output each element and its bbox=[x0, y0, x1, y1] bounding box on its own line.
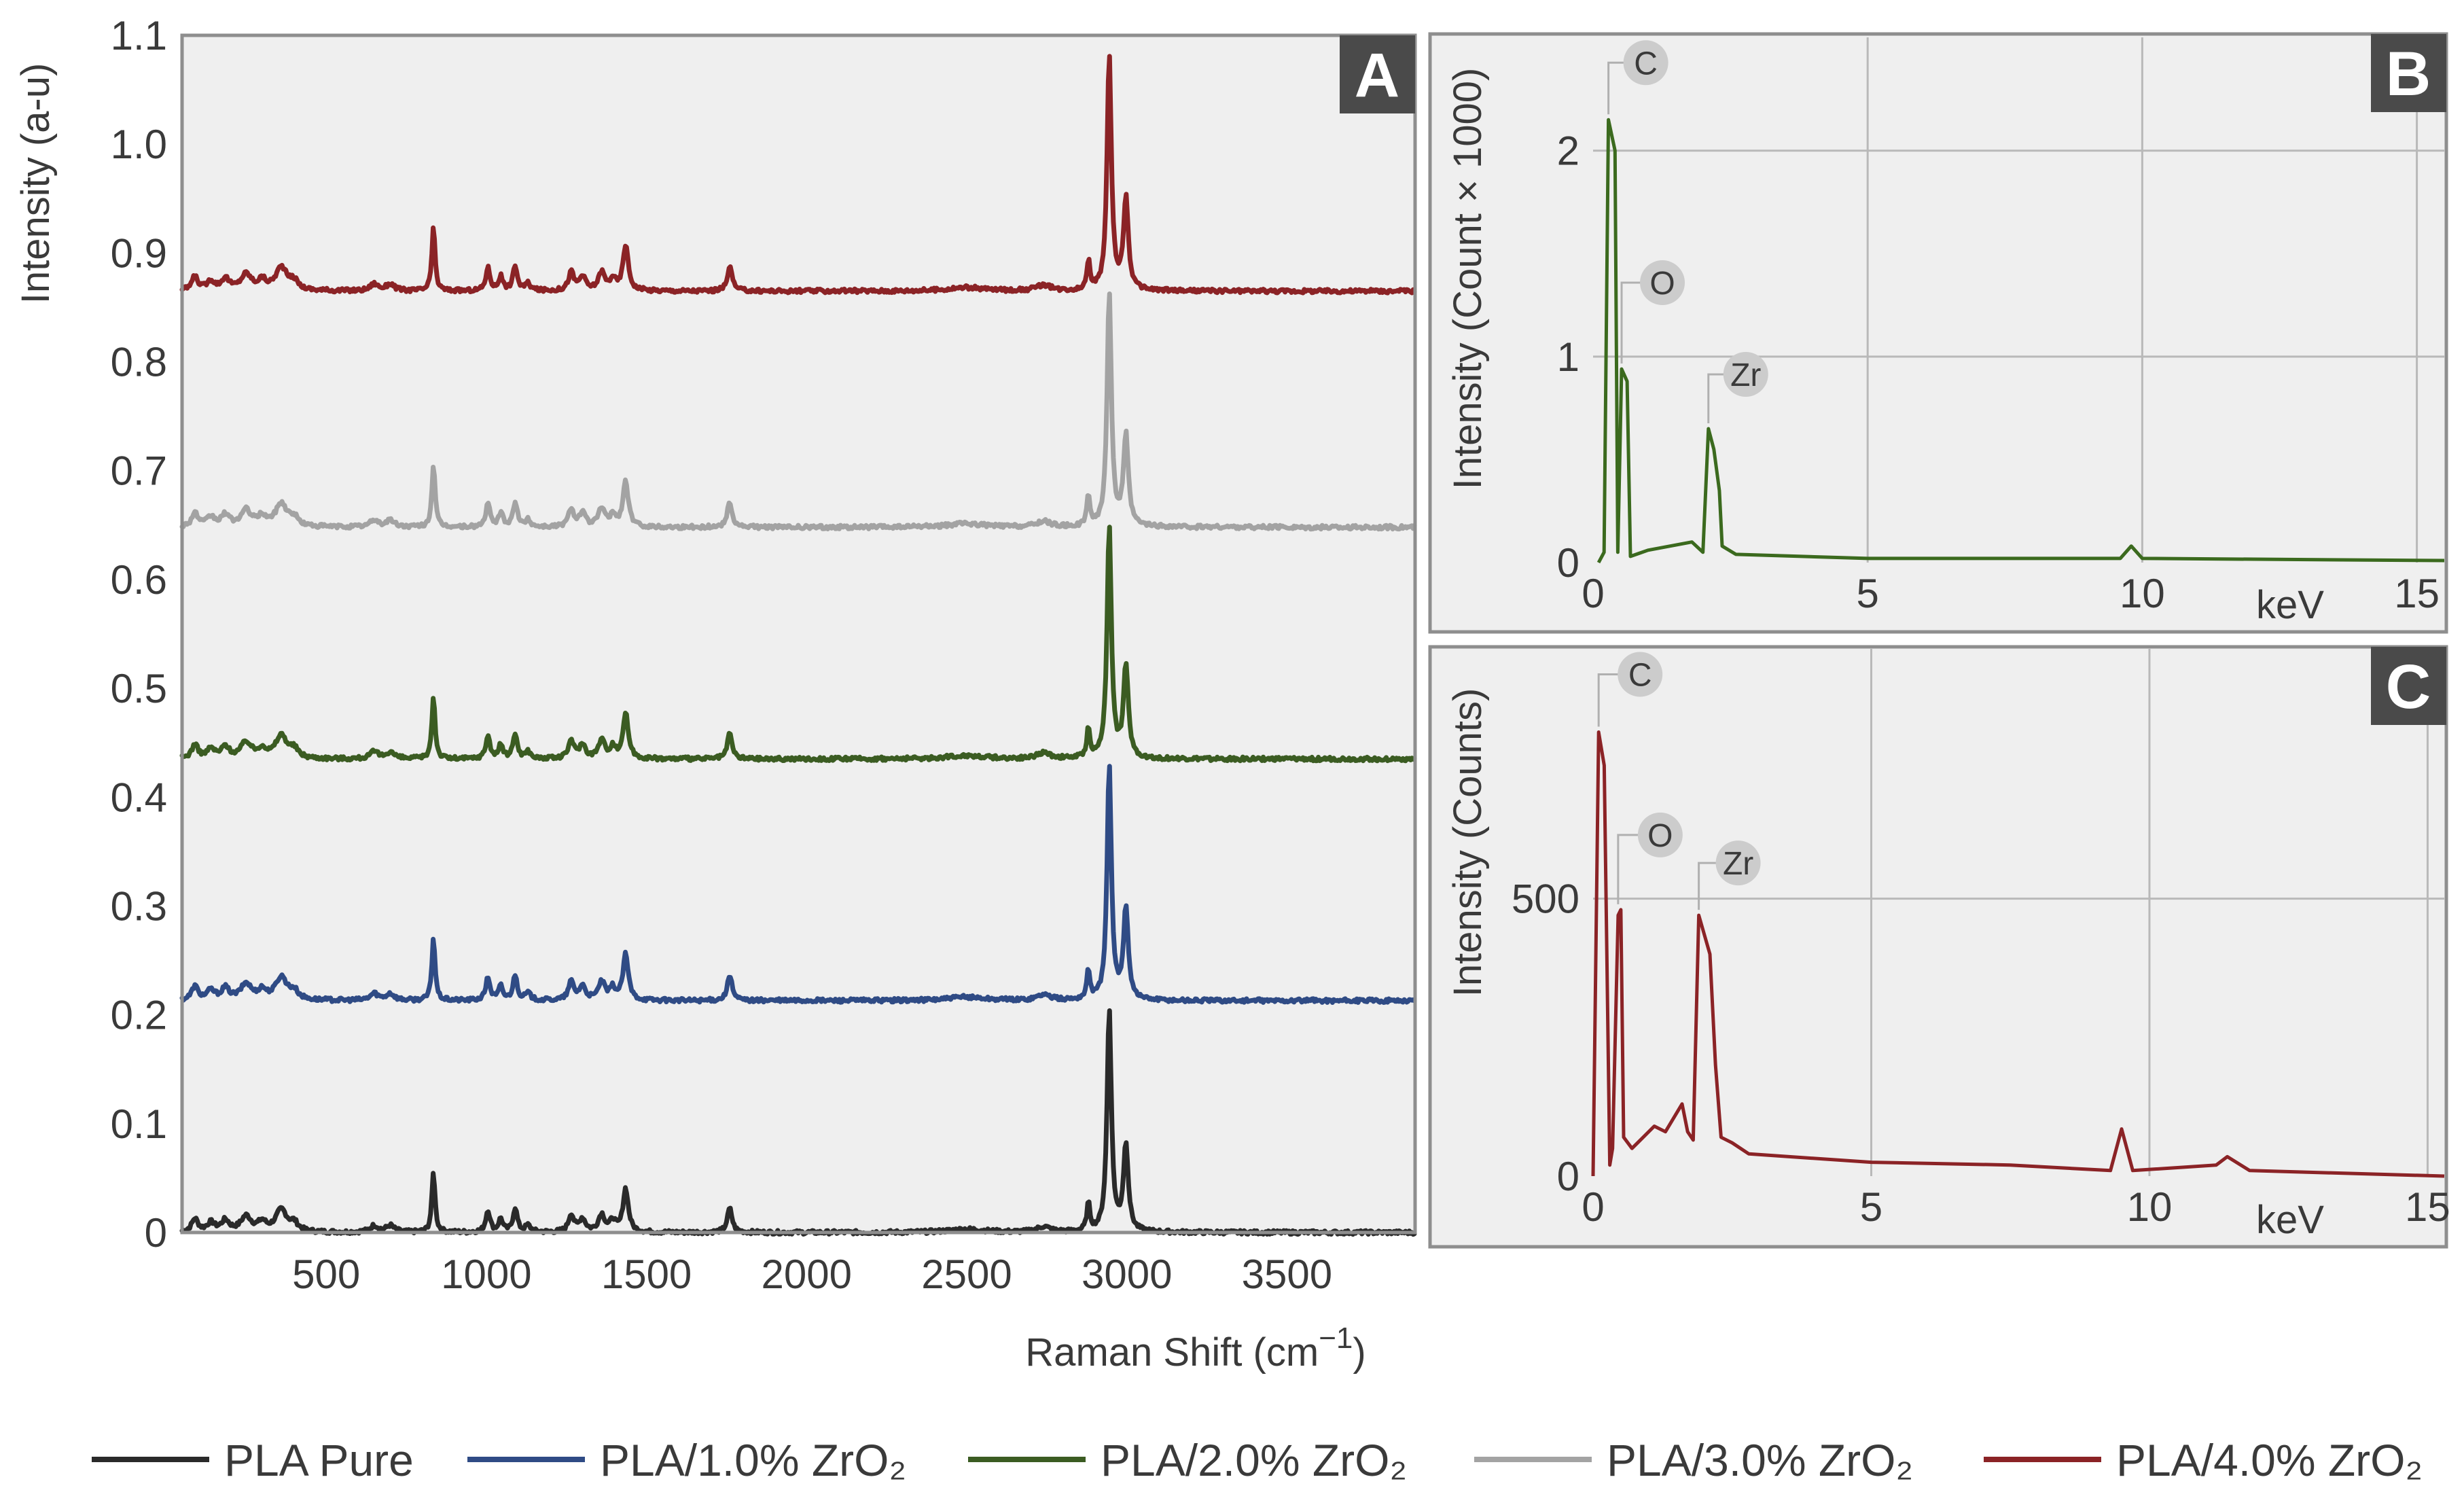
panel-c-y-axis-label: Intensity (Counts) bbox=[1446, 688, 1490, 997]
x-tick-label: 10 bbox=[2127, 1184, 2173, 1230]
legend-item: PLA/2.0% ZrO₂ bbox=[968, 1435, 1407, 1485]
y-tick-label: 0.7 bbox=[111, 448, 167, 494]
eds-spectrum-line bbox=[1591, 730, 2445, 1178]
raman-series-line bbox=[179, 54, 1417, 296]
panel-a-x-axis-label: Raman Shift (cm−1) bbox=[1025, 1322, 1365, 1375]
x-tick-label: 0 bbox=[1582, 571, 1604, 616]
element-marker bbox=[1723, 351, 1768, 397]
element-leader-line bbox=[1698, 862, 1722, 910]
x-tick-label: 15 bbox=[2405, 1184, 2450, 1230]
element-marker bbox=[1715, 840, 1761, 886]
y-tick-label: 1.0 bbox=[111, 122, 167, 167]
element-leader-line bbox=[1620, 281, 1647, 364]
x-tick-label: 0 bbox=[1582, 1184, 1604, 1230]
y-tick-label: 0 bbox=[1557, 540, 1579, 586]
element-label: O bbox=[1649, 266, 1675, 302]
panel-b-tick-labels: 0 1 2 0 5 10 15 bbox=[1557, 128, 2440, 616]
element-marker bbox=[1618, 652, 1663, 697]
panel-c-frame bbox=[1428, 645, 2448, 1249]
element-leader-line bbox=[1707, 373, 1730, 423]
legend-item: PLA Pure bbox=[92, 1435, 414, 1485]
y-tick-label: 500 bbox=[1512, 876, 1579, 922]
legend-item: PLA/3.0% ZrO₂ bbox=[1474, 1435, 1913, 1485]
x-tick-label: 5 bbox=[1857, 571, 1879, 616]
y-tick-label: 0.2 bbox=[111, 993, 167, 1038]
x-tick-label: 3500 bbox=[1242, 1252, 1332, 1297]
raman-series-line bbox=[179, 764, 1417, 1005]
panel-c-label-box bbox=[2371, 647, 2446, 725]
panel-a-raman-chart: 0 0.1 0.2 0.3 0.4 0.5 0.6 0.7 0.8 0.9 1.0 1.1 500 100… bbox=[14, 13, 1417, 1375]
element-label: C bbox=[1628, 658, 1652, 694]
legend-label: PLA/1.0% ZrO₂ bbox=[600, 1435, 906, 1485]
x-tick-label: 10 bbox=[2120, 571, 2165, 616]
panel-a-label: A bbox=[1355, 41, 1399, 110]
panel-c-x-axis-label: keV bbox=[2256, 1198, 2324, 1242]
element-label: C bbox=[1634, 46, 1658, 82]
legend-label: PLA/2.0% ZrO₂ bbox=[1101, 1435, 1407, 1485]
element-marker bbox=[1637, 812, 1683, 857]
element-leader-line bbox=[1617, 834, 1644, 904]
panel-b-label-box bbox=[2371, 34, 2446, 112]
panel-a-plot-area bbox=[182, 35, 1415, 1233]
y-tick-label: 0.8 bbox=[111, 340, 167, 385]
legend: PLA Pure PLA/1.0% ZrO₂ PLA/2.0% ZrO₂ PLA… bbox=[92, 1435, 2423, 1485]
element-marker bbox=[1623, 40, 1668, 86]
panel-c-tick-labels: 0 500 0 5 10 15 bbox=[1512, 876, 2450, 1230]
y-tick-label: 0.3 bbox=[111, 883, 167, 929]
legend-label: PLA Pure bbox=[224, 1435, 414, 1485]
legend-label: PLA/3.0% ZrO₂ bbox=[1607, 1435, 1913, 1485]
panel-a-label-box bbox=[1340, 35, 1415, 113]
element-label: Zr bbox=[1730, 357, 1761, 393]
y-tick-label: 2 bbox=[1557, 128, 1579, 174]
x-tick-label: 5 bbox=[1860, 1184, 1882, 1230]
raman-series-line bbox=[179, 291, 1417, 532]
legend-item: PLA/1.0% ZrO₂ bbox=[467, 1435, 906, 1485]
legend-item: PLA/4.0% ZrO₂ bbox=[1984, 1435, 2423, 1485]
panel-a-y-axis-label: Intensity (a-u) bbox=[14, 63, 58, 304]
panel-b-x-axis-label: keV bbox=[2256, 583, 2324, 627]
panel-a-frame bbox=[180, 33, 1417, 1235]
element-label: O bbox=[1647, 818, 1673, 854]
panel-c-spectrum: C O Zr bbox=[1591, 652, 2445, 1178]
raman-series-line bbox=[179, 525, 1417, 764]
y-tick-label: 0.5 bbox=[111, 666, 167, 711]
legend-label: PLA/4.0% ZrO₂ bbox=[2116, 1435, 2423, 1485]
y-tick-label: 0.6 bbox=[111, 557, 167, 603]
panel-c-plot-area bbox=[1430, 647, 2446, 1247]
x-tick-label: 1500 bbox=[601, 1252, 692, 1297]
y-tick-label: 1 bbox=[1557, 334, 1579, 380]
y-tick-label: 0.4 bbox=[111, 775, 167, 820]
element-label: Zr bbox=[1723, 846, 1753, 882]
y-tick-label: 0 bbox=[1557, 1154, 1579, 1199]
y-tick-label: 0.1 bbox=[111, 1101, 167, 1147]
panel-b-y-axis-label: Intensity (Count × 1000) bbox=[1446, 68, 1490, 490]
panel-c-eds-chart: C O Zr 0 500 0 5 10 15 Intensity (Counts) keV C bbox=[1428, 645, 2450, 1249]
y-tick-label: 0.9 bbox=[111, 230, 167, 276]
x-tick-label: 3000 bbox=[1082, 1252, 1172, 1297]
y-tick-label: 0 bbox=[145, 1210, 167, 1256]
eds-spectrum-line bbox=[1596, 118, 2445, 564]
y-tick-label: 1.1 bbox=[111, 13, 167, 58]
x-tick-label: 1000 bbox=[441, 1252, 531, 1297]
panel-c-label: C bbox=[2386, 652, 2431, 722]
panel-c-gridlines bbox=[1593, 649, 2444, 1176]
element-leader-line bbox=[1597, 673, 1624, 727]
x-tick-label: 500 bbox=[292, 1252, 360, 1297]
x-tick-label: 15 bbox=[2394, 571, 2440, 616]
panel-b-frame bbox=[1428, 32, 2448, 634]
panel-b-label: B bbox=[2386, 39, 2431, 109]
panel-a-tick-labels: 0 0.1 0.2 0.3 0.4 0.5 0.6 0.7 0.8 0.9 1.0 1.1 500 100… bbox=[111, 13, 1333, 1297]
element-leader-line bbox=[1607, 61, 1630, 115]
panel-b-plot-area bbox=[1430, 34, 2446, 632]
element-marker bbox=[1640, 260, 1685, 306]
panel-b-spectrum: C O Zr bbox=[1596, 40, 2445, 564]
x-tick-label: 2500 bbox=[921, 1252, 1012, 1297]
x-tick-label: 2000 bbox=[762, 1252, 852, 1297]
